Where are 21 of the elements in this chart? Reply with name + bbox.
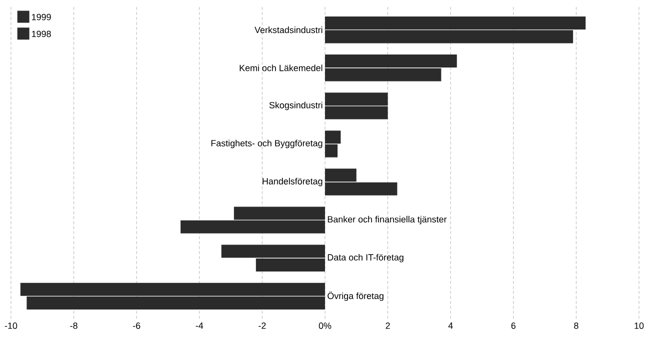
x-tick-label: 8 <box>574 322 578 329</box>
x-tick-label: -4 <box>196 322 204 329</box>
y-tick-label: Handelsföretag <box>262 178 322 186</box>
x-tick-label: -8 <box>70 322 78 329</box>
y-tick-label: Skogsindustri <box>269 102 322 110</box>
y-tick-label: Kemi och Läkemedel <box>240 64 322 72</box>
x-tick-label: 0% <box>318 322 332 329</box>
x-tick-label: 10 <box>634 322 644 329</box>
legend-label: 1998 <box>32 30 51 38</box>
x-tick-label: -2 <box>258 322 266 329</box>
y-tick-label: Övriga företag <box>328 291 384 301</box>
x-tick-label: -6 <box>133 322 140 329</box>
x-tick-label: 4 <box>448 322 453 329</box>
y-tick-label: Data och IT-företag <box>328 254 404 262</box>
y-tick-label: Fastighets- och Byggföretag <box>211 140 322 148</box>
x-tick-label: 6 <box>511 322 516 329</box>
x-tick-label: -10 <box>4 322 18 329</box>
legend-label: 1999 <box>32 14 51 20</box>
y-tick-label: Verkstadsindustri <box>254 26 322 34</box>
y-tick-label: Banker och finansiella tjänster <box>328 216 447 224</box>
x-tick-label: 2 <box>386 322 390 329</box>
